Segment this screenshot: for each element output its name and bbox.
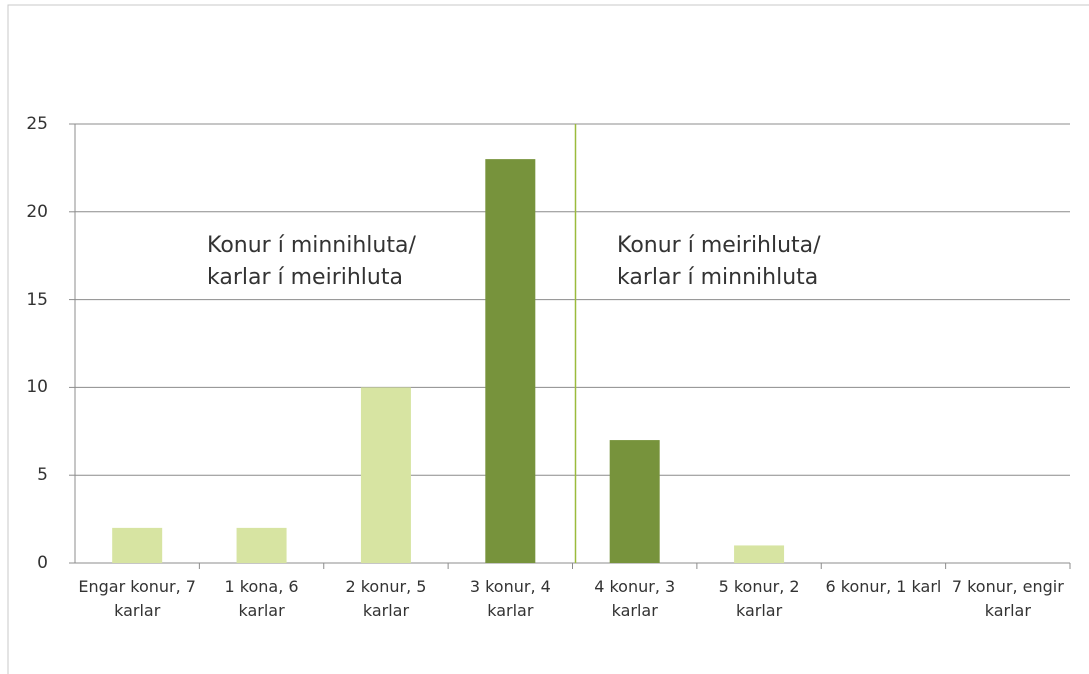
chart-border	[7, 4, 1089, 674]
x-tick-label: 3 konur, 4 karlar	[469, 577, 551, 620]
y-tick-label: 5	[37, 465, 48, 486]
bar	[609, 440, 660, 563]
x-tick-label: 6 konur, 1 karl	[825, 577, 942, 596]
x-tick-label: 4 konur, 3 karlar	[594, 577, 676, 620]
bar	[236, 527, 287, 563]
x-tick-label: Engar konur, 7 karlar	[78, 577, 196, 620]
x-tick-label: 7 konur, engir karlar	[951, 577, 1064, 620]
bar	[360, 387, 411, 563]
annotation: Konur í minnihluta/ karlar í meirihluta	[207, 233, 416, 290]
bar	[112, 527, 163, 563]
x-tick-label: 5 konur, 2 karlar	[718, 577, 800, 620]
y-tick-label: 15	[26, 289, 48, 310]
bar	[734, 545, 785, 563]
annotation: Konur í meirihluta/ karlar í minnihluta	[617, 233, 821, 290]
y-tick-label: 25	[26, 114, 48, 134]
y-tick-label: 20	[26, 201, 48, 222]
x-tick-label: 1 kona, 6 karlar	[224, 577, 299, 620]
x-tick-label: 2 konur, 5 karlar	[345, 577, 427, 620]
y-tick-label: 10	[26, 377, 48, 398]
bar	[485, 159, 536, 563]
y-tick-label: 0	[37, 553, 48, 573]
